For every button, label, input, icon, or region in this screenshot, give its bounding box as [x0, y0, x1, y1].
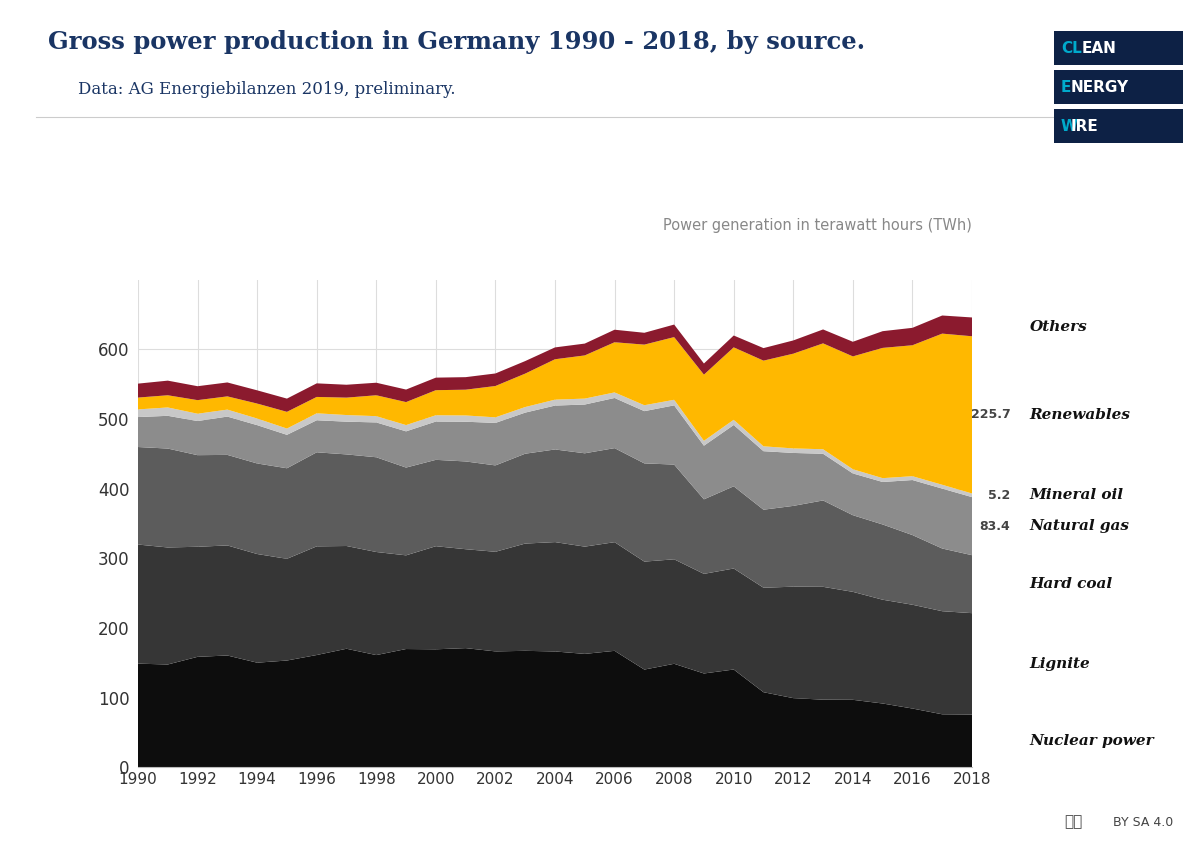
Text: W: W [1061, 119, 1078, 134]
Text: ⒸⒸ: ⒸⒸ [1064, 814, 1082, 829]
Text: Natural gas: Natural gas [1030, 519, 1129, 533]
Text: Mineral oil: Mineral oil [1030, 488, 1123, 502]
Text: Hard coal: Hard coal [1030, 577, 1112, 591]
Text: CL: CL [1061, 41, 1081, 56]
Text: Data: AG Energiebilanzen 2019, preliminary.: Data: AG Energiebilanzen 2019, prelimina… [78, 81, 456, 98]
Text: IRE: IRE [1072, 119, 1099, 134]
Text: 27.0: 27.0 [979, 321, 1010, 333]
Text: E: E [1061, 80, 1072, 95]
Text: 76.0: 76.0 [979, 734, 1010, 747]
Text: Power generation in terawatt hours (TWh): Power generation in terawatt hours (TWh) [664, 218, 972, 233]
Text: 5.2: 5.2 [988, 488, 1010, 502]
Text: EAN: EAN [1081, 41, 1116, 56]
Text: Renewables: Renewables [1030, 408, 1130, 421]
Text: 83.4: 83.4 [979, 520, 1010, 533]
Text: 83.2: 83.2 [979, 577, 1010, 591]
Text: 145.5: 145.5 [971, 657, 1010, 670]
Text: Others: Others [1030, 320, 1087, 334]
Text: 225.7: 225.7 [971, 409, 1010, 421]
Text: Lignite: Lignite [1030, 657, 1091, 671]
Text: NERGY: NERGY [1072, 80, 1129, 95]
Text: BY SA 4.0: BY SA 4.0 [1114, 817, 1174, 829]
Text: Nuclear power: Nuclear power [1030, 734, 1154, 748]
Text: Gross power production in Germany 1990 - 2018, by source.: Gross power production in Germany 1990 -… [48, 30, 865, 53]
